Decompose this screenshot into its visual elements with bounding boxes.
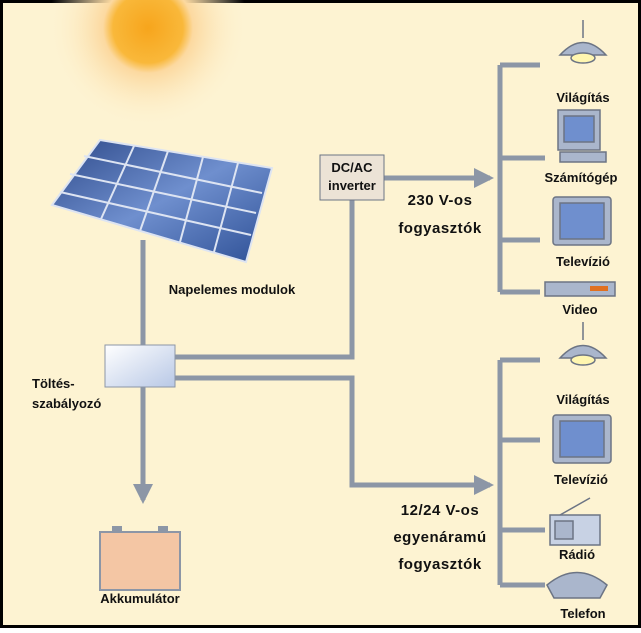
group-label: 230 V-os	[408, 192, 473, 209]
device-label: Televízió	[556, 254, 610, 269]
diagram: Napelemes modulok Töltés- szabályozó Akk…	[0, 0, 641, 628]
device-label: Számítógép	[545, 170, 618, 185]
controller-label: szabályozó	[32, 396, 101, 411]
group-label: fogyasztók	[398, 556, 482, 573]
device-label: Világítás	[556, 90, 609, 105]
inverter-label: DC/AC	[331, 160, 373, 175]
device-label: Televízió	[554, 472, 608, 487]
controller-label: Töltés-	[32, 376, 75, 391]
device-label: Telefon	[560, 606, 605, 621]
battery-label: Akkumulátor	[100, 591, 179, 606]
group-label: egyenáramú	[393, 529, 486, 546]
group-label: fogyasztók	[398, 220, 482, 237]
inverter-label: inverter	[328, 178, 376, 193]
device-label: Rádió	[559, 547, 595, 562]
group-label: 12/24 V-os	[401, 502, 479, 519]
charge-controller	[105, 345, 175, 387]
device-label: Világítás	[556, 392, 609, 407]
device-label: Video	[562, 302, 597, 317]
panel-label: Napelemes modulok	[169, 282, 296, 297]
battery	[100, 526, 180, 590]
